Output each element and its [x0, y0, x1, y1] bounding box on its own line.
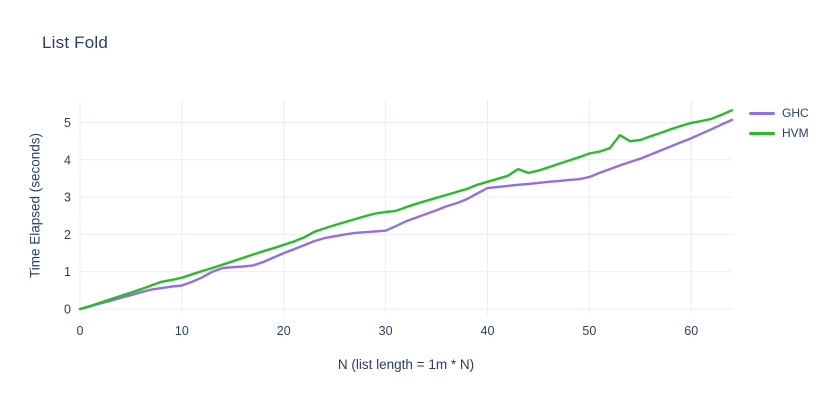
ghc-line-swatch-icon [749, 112, 775, 115]
svg-text:4: 4 [64, 153, 71, 167]
y-tick-labels: 0 1 2 3 4 5 [64, 116, 71, 317]
x-axis-title: N (list length = 1m * N) [337, 357, 475, 372]
chart-title: List Fold [42, 33, 109, 52]
svg-text:50: 50 [582, 324, 596, 338]
legend-item-ghc[interactable]: GHC [749, 107, 809, 120]
svg-text:0: 0 [64, 303, 71, 317]
gridlines [79, 100, 732, 314]
hvm-line[interactable] [78, 108, 734, 311]
svg-text:60: 60 [684, 324, 698, 338]
legend: GHC HVM [749, 107, 809, 140]
ghc-line[interactable] [78, 118, 734, 311]
legend-label-ghc: GHC [782, 106, 809, 120]
svg-text:40: 40 [481, 324, 495, 338]
x-tick-labels: 0 10 20 30 40 50 60 [77, 324, 699, 338]
legend-label-hvm: HVM [782, 126, 809, 140]
hvm-line-swatch-icon [749, 132, 775, 135]
svg-text:20: 20 [277, 324, 291, 338]
svg-text:10: 10 [175, 324, 189, 338]
svg-text:3: 3 [64, 191, 71, 205]
svg-text:5: 5 [64, 116, 71, 130]
svg-text:1: 1 [64, 265, 71, 279]
svg-text:30: 30 [379, 324, 393, 338]
svg-text:2: 2 [64, 228, 71, 242]
legend-item-hvm[interactable]: HVM [749, 127, 809, 140]
svg-text:0: 0 [77, 324, 84, 338]
y-axis-title: Time Elapsed (seconds) [27, 132, 43, 279]
